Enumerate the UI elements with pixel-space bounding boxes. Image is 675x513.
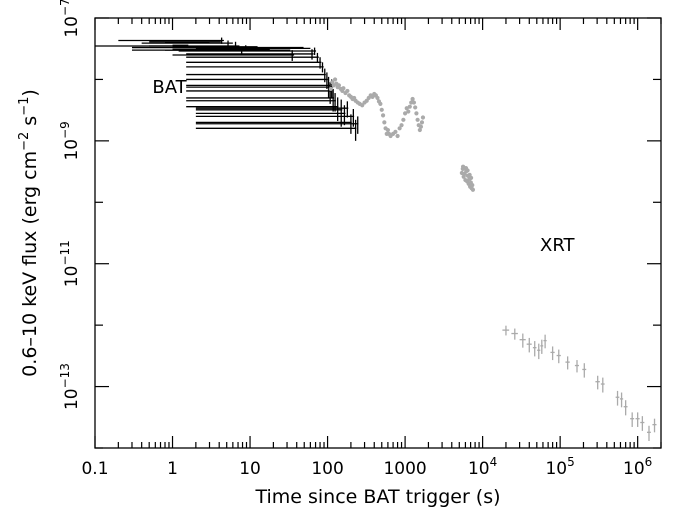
data-point xyxy=(399,123,404,128)
y-tick-label-base: 10 xyxy=(62,388,82,410)
x-tick-label: 100 xyxy=(311,459,343,479)
y-tick-label-exp: −9 xyxy=(58,121,72,139)
data-point xyxy=(413,105,418,110)
x-tick-label: 104 xyxy=(468,455,497,479)
data-point xyxy=(411,100,417,105)
data-point xyxy=(330,80,335,85)
data-point xyxy=(420,115,426,120)
data-point xyxy=(465,168,470,173)
x-tick-label: 0.1 xyxy=(81,459,108,479)
x-tick-label-exp: 6 xyxy=(645,455,653,469)
y-tick-label-exp: −7 xyxy=(58,0,72,16)
data-point xyxy=(407,104,412,109)
data-point xyxy=(397,126,402,131)
data-point xyxy=(379,107,384,112)
data-point xyxy=(410,96,415,102)
x-tick-label: 106 xyxy=(623,455,652,479)
x-tick-label-base: 10 xyxy=(545,459,567,479)
data-point xyxy=(332,77,338,82)
data-point xyxy=(393,129,398,134)
axis-ticks xyxy=(94,17,662,449)
y-tick-label-exp: −11 xyxy=(58,240,72,265)
data-point xyxy=(336,83,341,88)
x-axis-label: Time since BAT trigger (s) xyxy=(254,486,500,508)
data-point xyxy=(380,113,386,118)
y-tick-label: 10−11 xyxy=(58,240,82,287)
x-tick-label: 105 xyxy=(545,455,574,479)
y-tick-label: 10−7 xyxy=(58,0,82,38)
series-label-xrt: XRT xyxy=(540,235,576,256)
series-xrt xyxy=(328,77,657,442)
y-axis-label-exp2: −1 xyxy=(17,97,32,116)
data-point xyxy=(385,127,390,133)
y-tick-label: 10−9 xyxy=(58,121,82,160)
y-tick-label-base: 10 xyxy=(62,16,82,38)
x-tick-label: 1 xyxy=(167,459,178,479)
plot-frame xyxy=(94,17,662,449)
x-tick-label: 1000 xyxy=(383,459,426,479)
y-tick-label-base: 10 xyxy=(62,266,82,288)
series-layer xyxy=(95,37,657,442)
data-point xyxy=(328,86,333,92)
data-point xyxy=(415,117,420,122)
data-point xyxy=(341,86,346,91)
y-axis-label: 0.6–10 keV flux (erg cm−2 s−1) xyxy=(17,89,41,377)
y-tick-label-exp: −13 xyxy=(58,363,72,388)
y-axis-label-mid: s xyxy=(19,116,41,132)
data-point xyxy=(402,111,408,116)
y-axis-label-end: ) xyxy=(19,89,41,96)
x-tick-labels: 0.1 1 10 100 1000 104 105 106 xyxy=(81,455,652,479)
data-point xyxy=(470,183,475,188)
data-point xyxy=(378,101,383,106)
data-point xyxy=(401,117,406,122)
x-tick-label-exp: 4 xyxy=(490,455,498,469)
data-point xyxy=(406,109,411,114)
x-tick-label-base: 10 xyxy=(623,459,645,479)
series-label-bat: BAT xyxy=(152,77,187,98)
x-tick-label: 10 xyxy=(239,459,261,479)
data-point xyxy=(419,120,425,125)
data-point xyxy=(375,95,380,101)
data-point xyxy=(395,133,400,139)
data-point xyxy=(417,127,422,133)
x-tick-label-base: 10 xyxy=(468,459,490,479)
y-axis-label-exp1: −2 xyxy=(17,132,32,151)
series-bat xyxy=(95,37,359,141)
x-tick-label-exp: 5 xyxy=(567,455,575,469)
data-point xyxy=(418,124,424,129)
y-tick-label-base: 10 xyxy=(62,139,82,161)
data-point xyxy=(345,88,350,94)
data-point xyxy=(468,175,474,180)
y-tick-label: 10−13 xyxy=(58,363,82,410)
data-point xyxy=(414,111,419,116)
data-point xyxy=(382,120,387,125)
y-axis-label-base: 0.6–10 keV flux (erg cm xyxy=(19,151,41,377)
data-point xyxy=(470,187,476,192)
